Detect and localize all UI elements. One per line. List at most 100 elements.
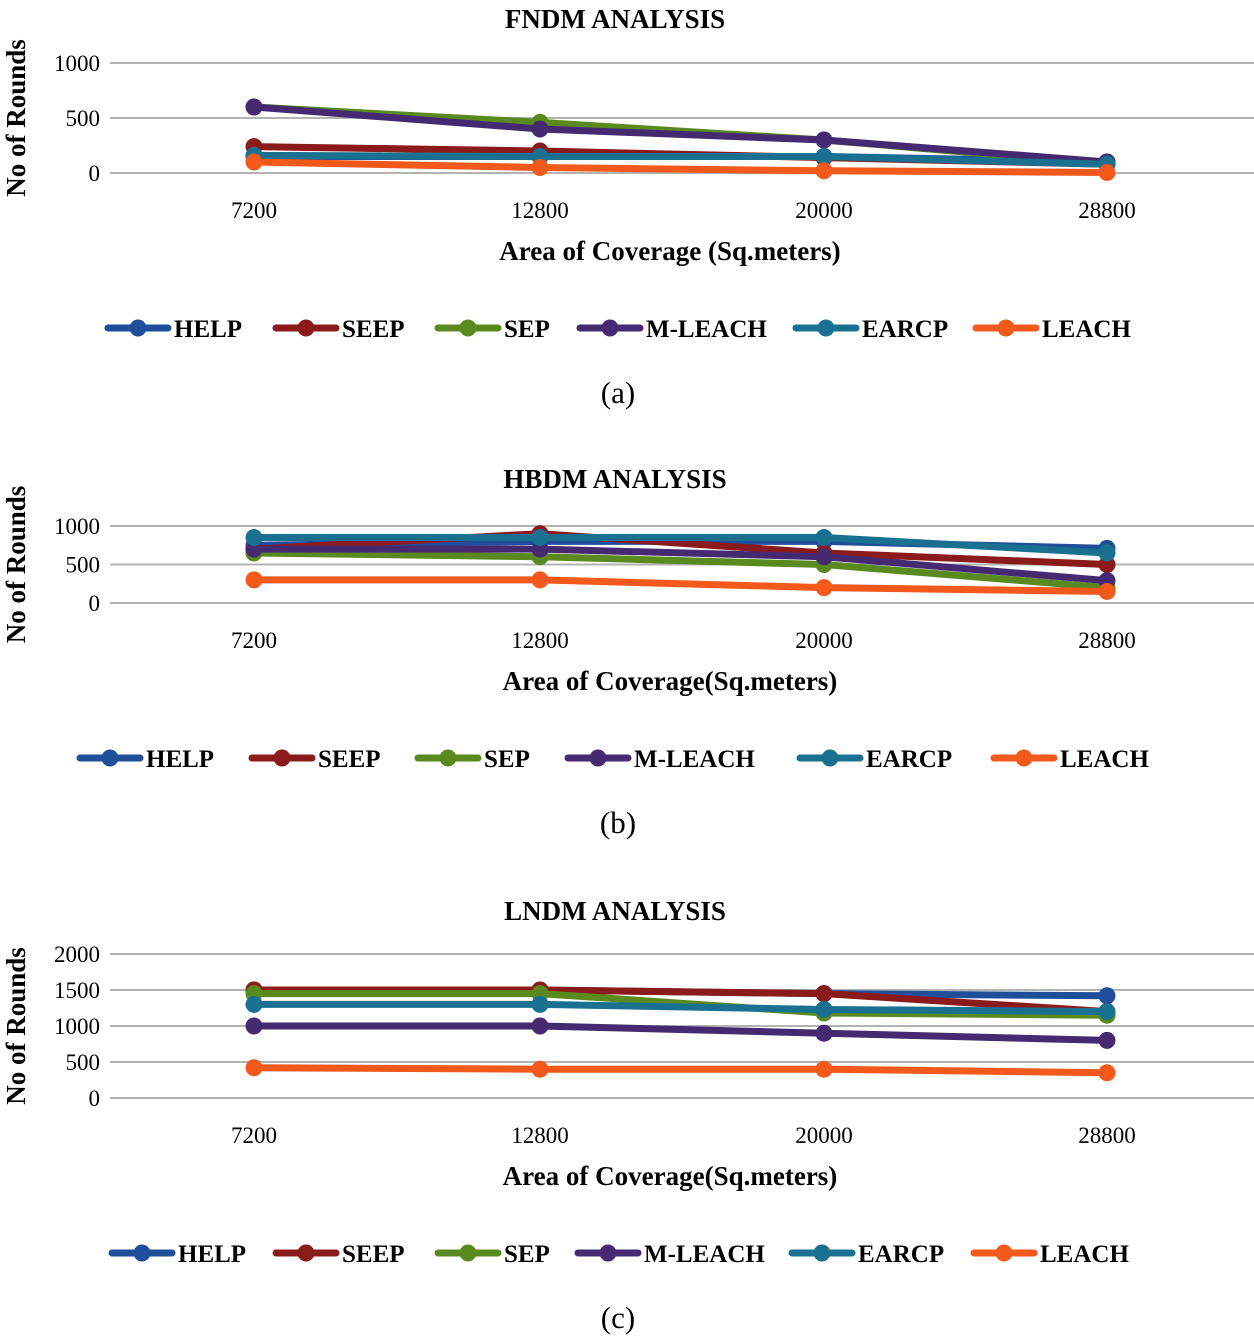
data-point-m-leach	[815, 548, 833, 566]
data-point-help	[1098, 987, 1116, 1005]
x-axis-label: Area of Coverage (Sq.meters)	[499, 236, 840, 266]
x-tick-label: 20000	[795, 628, 853, 653]
data-point-leach	[815, 1060, 833, 1078]
data-point-leach	[531, 571, 549, 589]
legend-marker-sep	[459, 319, 477, 337]
data-point-leach	[815, 579, 833, 597]
x-tick-label: 7200	[231, 1123, 277, 1148]
figure-caption: (c)	[601, 1300, 635, 1335]
data-point-m-leach	[245, 1017, 263, 1035]
y-tick-label: 1000	[54, 51, 100, 76]
legend-marker-help	[133, 1244, 151, 1262]
data-point-m-leach	[245, 98, 263, 116]
data-point-earcp	[1098, 1003, 1116, 1021]
legend-marker-leach	[995, 1244, 1013, 1262]
data-point-leach	[245, 1059, 263, 1077]
x-tick-label: 20000	[795, 1123, 853, 1148]
data-point-leach	[1098, 1064, 1116, 1082]
legend-label-leach: LEACH	[1060, 746, 1149, 773]
data-point-leach	[1098, 582, 1116, 600]
legend-marker-seep	[297, 319, 315, 337]
series-line-m-leach	[250, 545, 1111, 585]
data-point-earcp	[245, 995, 263, 1013]
legend-marker-help	[101, 749, 119, 767]
lndm-chart: LNDM ANALYSIS 0 500 1000 1500 2000 No of Round…	[1, 896, 1254, 1335]
data-point-leach	[815, 162, 833, 180]
data-point-earcp	[245, 529, 263, 547]
x-tick-label: 12800	[511, 1123, 569, 1148]
figure-caption: (a)	[601, 375, 635, 410]
legend-label-leach: LEACH	[1040, 1241, 1129, 1268]
chart-title: HBDM ANALYSIS	[503, 464, 726, 494]
data-point-seep	[815, 985, 833, 1003]
data-point-m-leach	[1098, 1031, 1116, 1049]
legend-label-help: HELP	[178, 1241, 246, 1268]
y-tick-label: 500	[66, 553, 101, 578]
fndm-chart: FNDM ANALYSIS 0 500 1000 No of Rounds 7200 128…	[1, 4, 1254, 410]
data-point-m-leach	[815, 131, 833, 149]
legend-marker-earcp	[813, 1244, 831, 1262]
legend-marker-earcp	[817, 319, 835, 337]
data-point-earcp	[531, 529, 549, 547]
series-line-seep	[250, 986, 1111, 1016]
data-point-earcp	[1098, 544, 1116, 562]
legend-marker-m-leach	[601, 319, 619, 337]
legend-marker-m-leach	[599, 1244, 617, 1262]
legend-label-sep: SEP	[504, 316, 550, 343]
legend-label-sep: SEP	[504, 1241, 550, 1268]
data-point-earcp	[531, 995, 549, 1013]
x-tick-label: 28800	[1078, 1123, 1136, 1148]
legend-label-earcp: EARCP	[858, 1241, 944, 1268]
x-axis-label: Area of Coverage(Sq.meters)	[503, 1161, 838, 1191]
legend-marker-leach	[1015, 749, 1033, 767]
legend-marker-earcp	[821, 749, 839, 767]
y-axis-label: No of Rounds	[1, 39, 31, 197]
chart-title: FNDM ANALYSIS	[505, 4, 725, 34]
y-tick-label: 500	[66, 106, 101, 131]
data-point-earcp	[815, 529, 833, 547]
series-line-leach	[250, 158, 1111, 176]
series-line-earcp	[250, 1000, 1111, 1016]
data-point-leach	[1098, 163, 1116, 181]
series-line-leach	[250, 1064, 1111, 1077]
data-point-leach	[531, 1060, 549, 1078]
legend-label-help: HELP	[146, 746, 214, 773]
legend-marker-sep	[459, 1244, 477, 1262]
x-tick-label: 20000	[795, 198, 853, 223]
legend-marker-sep	[439, 749, 457, 767]
chart-title: LNDM ANALYSIS	[504, 896, 726, 926]
legend-label-m-leach: M-LEACH	[634, 746, 755, 773]
data-point-m-leach	[531, 1017, 549, 1035]
data-point-leach	[531, 159, 549, 176]
series-line-sep	[250, 549, 1111, 592]
legend-label-help: HELP	[174, 316, 242, 343]
legend-label-earcp: EARCP	[862, 316, 948, 343]
x-tick-label: 28800	[1078, 628, 1136, 653]
x-tick-label: 7200	[231, 198, 277, 223]
legend-label-seep: SEEP	[342, 316, 405, 343]
legend-marker-m-leach	[589, 749, 607, 767]
data-point-earcp	[815, 148, 833, 165]
series-line-earcp	[250, 534, 1111, 557]
y-tick-label: 0	[89, 591, 101, 616]
series-line-seep	[250, 530, 1111, 568]
y-tick-label: 0	[89, 1086, 101, 1111]
y-tick-label: 0	[89, 161, 101, 186]
series-line-leach	[250, 576, 1111, 595]
x-tick-label: 28800	[1078, 198, 1136, 223]
legend-marker-leach	[997, 319, 1015, 337]
series-line-m-leach	[250, 1022, 1111, 1044]
y-tick-label: 500	[66, 1050, 101, 1075]
chart-panel-a: FNDM ANALYSIS 0 500 1000 No of Rounds 7200 128…	[0, 0, 1254, 420]
y-tick-label: 1000	[54, 1014, 100, 1039]
data-point-leach	[245, 571, 263, 589]
figure-caption: (b)	[600, 805, 636, 840]
hbdm-chart: HBDM ANALYSIS 0 500 1000 No of Rounds 7200 128…	[1, 464, 1254, 840]
y-tick-label: 1500	[54, 978, 100, 1003]
legend-label-earcp: EARCP	[866, 746, 952, 773]
legend-label-sep: SEP	[484, 746, 530, 773]
data-point-earcp	[815, 1000, 833, 1018]
x-tick-label: 12800	[511, 628, 569, 653]
series-line-sep	[250, 990, 1111, 1019]
series-line-earcp	[250, 151, 1111, 168]
